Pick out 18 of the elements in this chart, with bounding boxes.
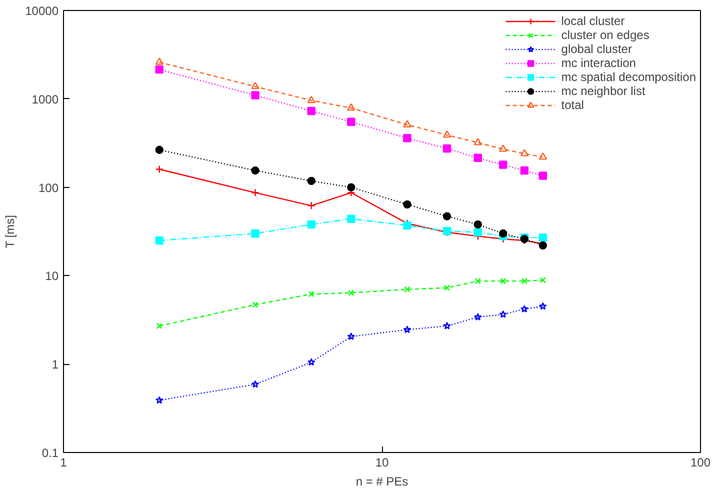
legend-label: mc spatial decomposition — [561, 70, 696, 84]
y-tick-label: 1000 — [32, 92, 59, 106]
x-axis-title: n = # PEs — [356, 474, 408, 488]
y-tick-label: 10 — [45, 269, 59, 284]
legend-label: mc interaction — [561, 56, 636, 70]
legend-label: global cluster — [561, 42, 632, 56]
x-tick-label: 100 — [690, 456, 711, 470]
x-tick-label: 1 — [60, 456, 68, 470]
legend-label: mc neighbor list — [561, 84, 646, 98]
x-tick-label: 10 — [375, 456, 389, 470]
y-tick-label: 1 — [52, 358, 59, 372]
legend-label: local cluster — [561, 14, 625, 28]
y-tick-label: 0.1 — [42, 446, 59, 460]
legend-label: cluster on edges — [561, 28, 650, 42]
legend-label: total — [561, 98, 584, 112]
y-axis-title: T [ms] — [3, 215, 18, 248]
y-tick-label: 100 — [38, 180, 59, 195]
y-tick-label: 10000 — [25, 4, 59, 18]
